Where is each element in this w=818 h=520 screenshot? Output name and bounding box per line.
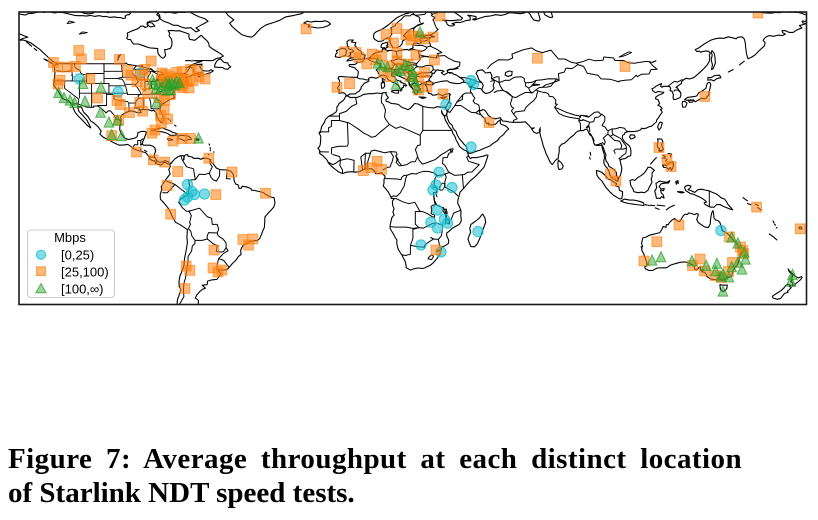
svg-text:[100,∞): [100,∞) xyxy=(61,282,104,297)
svg-text:Mbps: Mbps xyxy=(54,230,86,245)
svg-text:[0,25): [0,25) xyxy=(61,247,94,262)
svg-text:[25,100): [25,100) xyxy=(61,264,109,279)
